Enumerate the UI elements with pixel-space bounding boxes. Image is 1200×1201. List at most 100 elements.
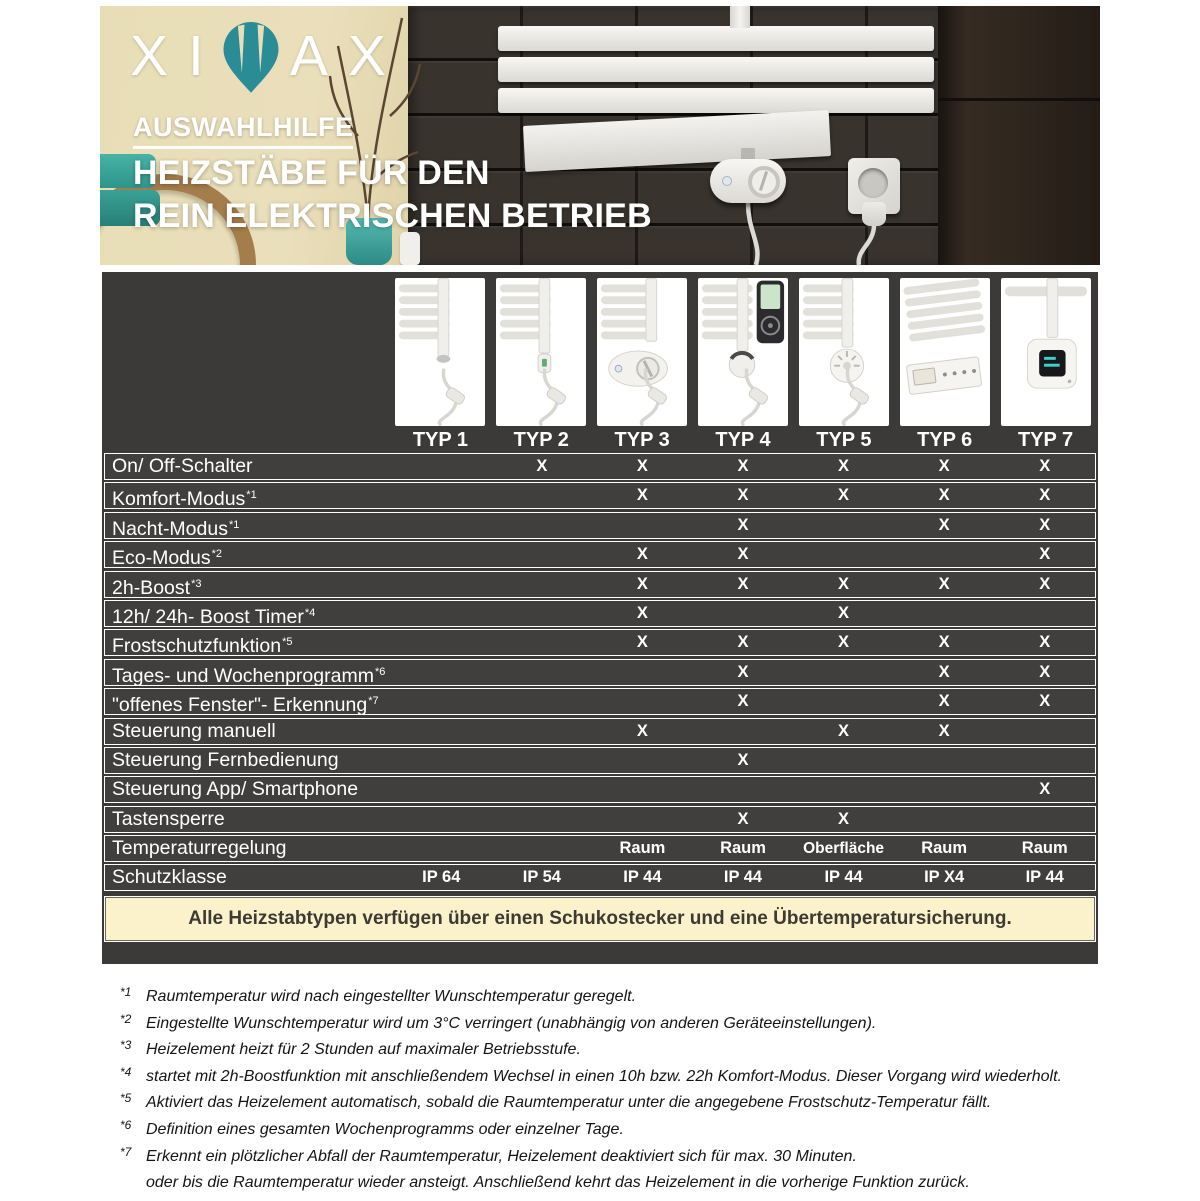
table-row: Frostschutzfunktion*5 X X X X X (104, 629, 1096, 657)
feature-value: Raum (1021, 839, 1068, 858)
feature-empty (693, 719, 794, 744)
row-label-text: Nacht-Modus (112, 517, 228, 538)
feature-value: IP 54 (522, 868, 561, 887)
table-row: Komfort-Modus*1 X X X X X (104, 482, 1096, 510)
hero-kicker: AUSWAHLHILFE (133, 112, 354, 149)
row-label: Nacht-Modus*1 (105, 513, 391, 538)
footnote-text: startet mit 2h-Boostfunktion mit anschli… (146, 1067, 1062, 1085)
feature-empty (492, 689, 593, 714)
row-label: Steuerung manuell (105, 719, 391, 744)
product-photo-typ-7 (1000, 278, 1091, 426)
feature-empty (592, 660, 693, 685)
feature-check-x: X (737, 633, 749, 652)
table-row: Eco-Modus*2 X X X (104, 541, 1096, 569)
feature-check-x: X (636, 603, 648, 622)
row-label: Komfort-Modus*1 (105, 483, 391, 508)
product-photo-typ-2 (496, 278, 587, 426)
feature-value: IP X4 (924, 868, 965, 887)
feature-check-x: X (636, 545, 648, 564)
row-label-text: Tastensperre (112, 807, 225, 830)
control-led-icon (722, 176, 732, 186)
row-label: Temperaturregelung (105, 836, 391, 861)
feature-empty (492, 748, 593, 773)
feature-empty (391, 807, 492, 832)
row-label: 2h-Boost*3 (105, 572, 391, 597)
feature-check-x: X (1039, 457, 1051, 475)
feature-empty (391, 777, 492, 802)
feature-check-x: X (737, 486, 749, 505)
row-label: Steuerung App/ Smartphone (105, 777, 391, 802)
table-row: Temperaturregelung Raum Raum Oberfläche Raum… (104, 835, 1096, 863)
table-row: Tastensperre X X (104, 805, 1096, 833)
column-header-typ-6: TYP 6 (917, 429, 973, 451)
feature-empty (492, 660, 593, 685)
row-label-text: "offenes Fenster"- Erkennung (112, 694, 368, 715)
feature-empty (492, 542, 593, 567)
thermostat-knob-icon (802, 278, 869, 426)
footnote-text: Raumtemperatur wird nach eingestellter W… (146, 988, 637, 1005)
towel-decoration (100, 190, 160, 226)
row-label-text: Temperaturregelung (112, 837, 287, 860)
feature-check-x: X (838, 574, 850, 593)
feature-empty (492, 807, 593, 832)
feature-check-x: X (636, 721, 648, 740)
row-label-text: Steuerung manuell (112, 719, 276, 742)
feature-empty (391, 836, 492, 861)
feature-empty (492, 513, 593, 538)
feature-check-x: X (1039, 486, 1051, 505)
row-label: "offenes Fenster"- Erkennung*7 (105, 689, 391, 714)
feature-value: IP 44 (824, 868, 863, 887)
table-row: Tages- und Wochenprogramm*6 X X X (104, 658, 1096, 686)
feature-check-x: X (938, 633, 950, 652)
radiator-slat (498, 57, 934, 82)
feature-check-x: X (636, 486, 648, 505)
feature-check-x: X (838, 721, 850, 740)
feature-check-x: X (838, 486, 850, 505)
footnote-text: Aktiviert das Heizelement automatisch, s… (146, 1094, 992, 1112)
product-photo-typ-4 (698, 278, 788, 426)
feature-empty (693, 601, 794, 626)
feature-empty (391, 572, 492, 597)
feature-value: IP 44 (623, 868, 662, 887)
ximax-logo: XI AX (130, 18, 406, 94)
feature-empty (391, 689, 492, 714)
footnote-marker: *7 (368, 695, 379, 708)
feature-check-x: X (938, 574, 950, 593)
feature-empty (793, 689, 894, 714)
row-label: Schutzklasse (105, 865, 391, 890)
feature-check-x: X (1039, 574, 1051, 593)
heating-element-control (710, 159, 786, 203)
feature-value: Oberfläche (803, 840, 885, 858)
product-photo-typ-1 (395, 278, 486, 426)
feature-check-x: X (737, 457, 749, 475)
table-row: Steuerung Fernbedienung X (104, 746, 1096, 774)
footnote-marker: *1 (246, 489, 257, 502)
feature-check-x: X (938, 662, 950, 681)
cabinet-seam (938, 98, 1100, 101)
feature-check-x: X (938, 486, 950, 505)
feature-empty (994, 719, 1095, 744)
feature-check-x: X (737, 809, 749, 828)
footnote-marker: *3 (120, 1038, 132, 1053)
feature-empty (391, 601, 492, 626)
feature-check-x: X (938, 457, 950, 475)
footnote-text: Heizelement heizt für 2 Stunden auf maxi… (146, 1041, 581, 1059)
table-row: 2h-Boost*3 X X X X X (104, 570, 1096, 598)
row-label-text: 2h-Boost (112, 576, 191, 597)
feature-check-x: X (838, 633, 850, 652)
row-label: Steuerung Fernbedienung (105, 748, 391, 773)
footnote-text: Eingestellte Wunschtemperatur wird um 3°… (146, 1014, 877, 1032)
feature-check-x: X (1039, 515, 1051, 534)
remote-control-icon (701, 278, 785, 426)
feature-empty (391, 513, 492, 538)
row-label: Tastensperre (105, 807, 391, 832)
feature-empty (894, 807, 995, 832)
feature-check-x: X (1039, 780, 1051, 799)
feature-value: Raum (720, 839, 766, 858)
row-label: Tages- und Wochenprogramm*6 (105, 660, 391, 685)
feature-check-x: X (737, 662, 749, 681)
hero-banner: XI AX AUSWAHLHILFE HEIZSTÄBE FÜR DEN REI… (100, 6, 1100, 265)
towel-decoration (100, 154, 156, 188)
column-header-typ-1: TYP 1 (412, 429, 469, 451)
logo-text-pre: XI (130, 24, 224, 88)
